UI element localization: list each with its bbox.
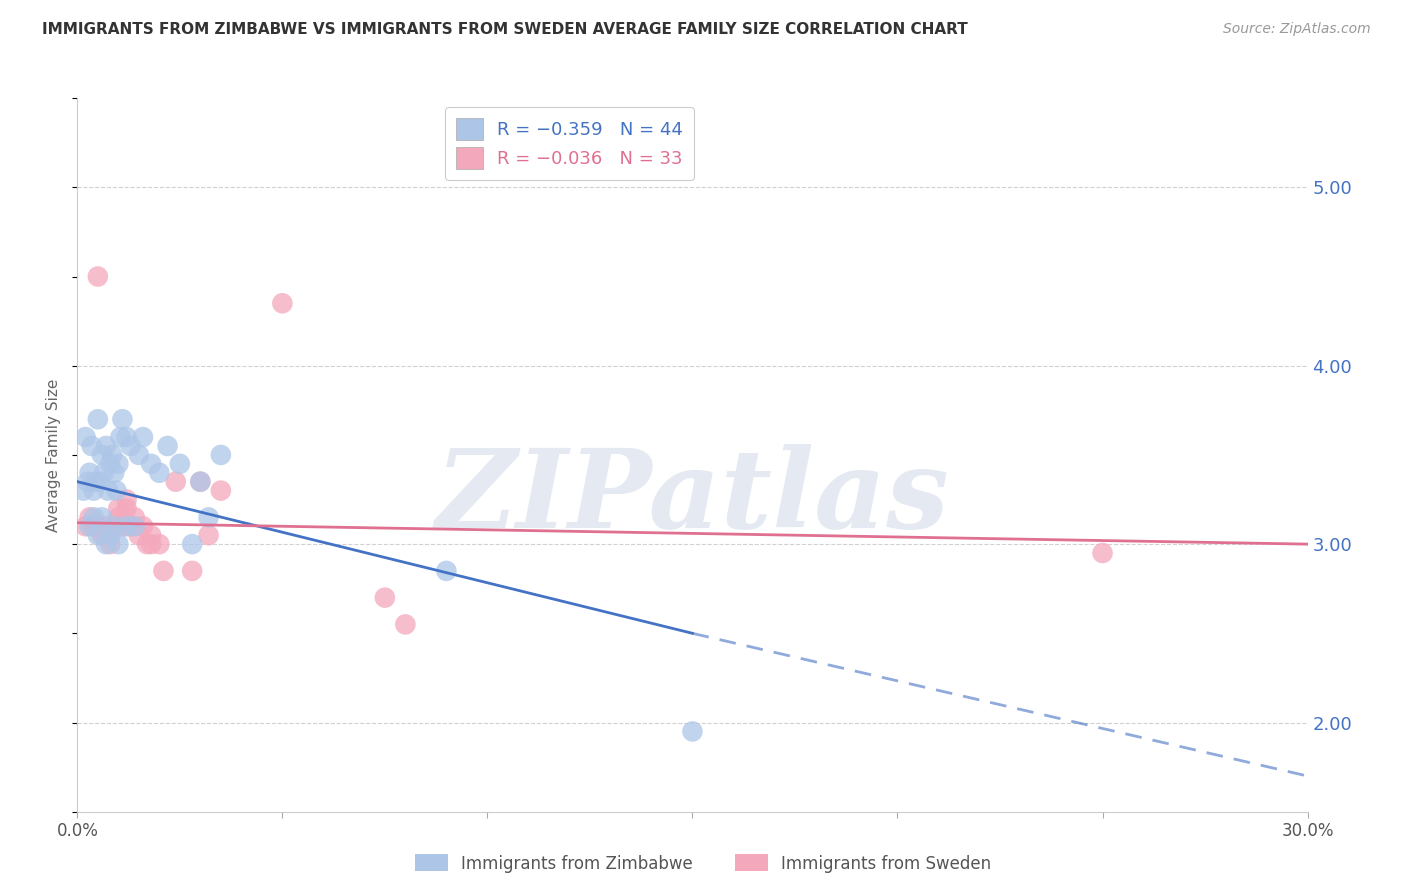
Point (394, 617, 416, 632)
Point (141, 457, 163, 471)
Point (181, 537, 204, 551)
Point (83, 519, 105, 533)
Point (152, 564, 174, 578)
Point (209, 483, 232, 498)
Point (93, 466, 115, 480)
Point (111, 519, 134, 533)
Point (103, 519, 125, 533)
Point (107, 510, 129, 524)
Point (165, 475, 187, 489)
Point (79, 510, 101, 524)
Point (90, 528, 114, 542)
Y-axis label: Average Family Size: Average Family Size (46, 378, 62, 532)
Point (111, 412, 134, 426)
Text: IMMIGRANTS FROM ZIMBABWE VS IMMIGRANTS FROM SWEDEN AVERAGE FAMILY SIZE CORRELATI: IMMIGRANTS FROM ZIMBABWE VS IMMIGRANTS F… (42, 22, 967, 37)
Point (188, 475, 212, 489)
Point (94, 519, 117, 533)
Point (107, 501, 129, 516)
Point (94, 439, 117, 453)
Point (115, 519, 138, 533)
Point (110, 430, 132, 444)
Text: ZIPatlas: ZIPatlas (436, 444, 949, 551)
Point (115, 492, 138, 507)
Point (120, 519, 142, 533)
Point (94, 537, 117, 551)
Point (136, 537, 159, 551)
Point (107, 457, 129, 471)
Point (98, 528, 121, 542)
Point (103, 466, 125, 480)
Point (271, 296, 294, 310)
Point (75, 519, 97, 533)
Legend: Immigrants from Zimbabwe, Immigrants from Sweden: Immigrants from Zimbabwe, Immigrants fro… (408, 847, 998, 880)
Point (84, 475, 107, 489)
Point (132, 430, 155, 444)
Point (141, 537, 163, 551)
Point (98, 528, 121, 542)
Point (188, 475, 212, 489)
Point (124, 519, 146, 533)
Point (148, 466, 170, 480)
Point (436, 564, 458, 578)
Point (209, 448, 232, 462)
Point (83, 510, 105, 524)
Point (79, 519, 101, 533)
Point (90, 448, 114, 462)
Point (148, 537, 170, 551)
Point (101, 448, 124, 462)
Point (197, 528, 219, 542)
Point (87, 269, 110, 284)
Point (197, 510, 219, 524)
Point (374, 591, 396, 605)
Point (107, 537, 129, 551)
Point (87, 528, 110, 542)
Legend: R = −0.359   N = 44, R = −0.036   N = 33: R = −0.359 N = 44, R = −0.036 N = 33 (444, 107, 695, 180)
Point (98, 457, 121, 471)
Point (115, 430, 138, 444)
Point (115, 501, 138, 516)
Point (76, 475, 98, 489)
Point (87, 519, 110, 533)
Point (169, 457, 191, 471)
Point (103, 519, 125, 533)
Point (80, 439, 103, 453)
Point (124, 510, 146, 524)
Point (97, 483, 120, 498)
Point (83, 483, 105, 498)
Point (105, 483, 128, 498)
Point (128, 528, 150, 542)
Point (141, 528, 163, 542)
Point (156, 439, 179, 453)
Text: Source: ZipAtlas.com: Source: ZipAtlas.com (1223, 22, 1371, 37)
Point (90, 510, 114, 524)
Point (181, 564, 204, 578)
Point (1091, 546, 1114, 560)
Point (72, 483, 94, 498)
Point (128, 448, 150, 462)
Point (79, 466, 101, 480)
Point (89, 475, 111, 489)
Point (682, 724, 704, 739)
Point (120, 439, 142, 453)
Point (75, 430, 97, 444)
Point (98, 537, 121, 551)
Point (87, 412, 110, 426)
Point (132, 519, 155, 533)
